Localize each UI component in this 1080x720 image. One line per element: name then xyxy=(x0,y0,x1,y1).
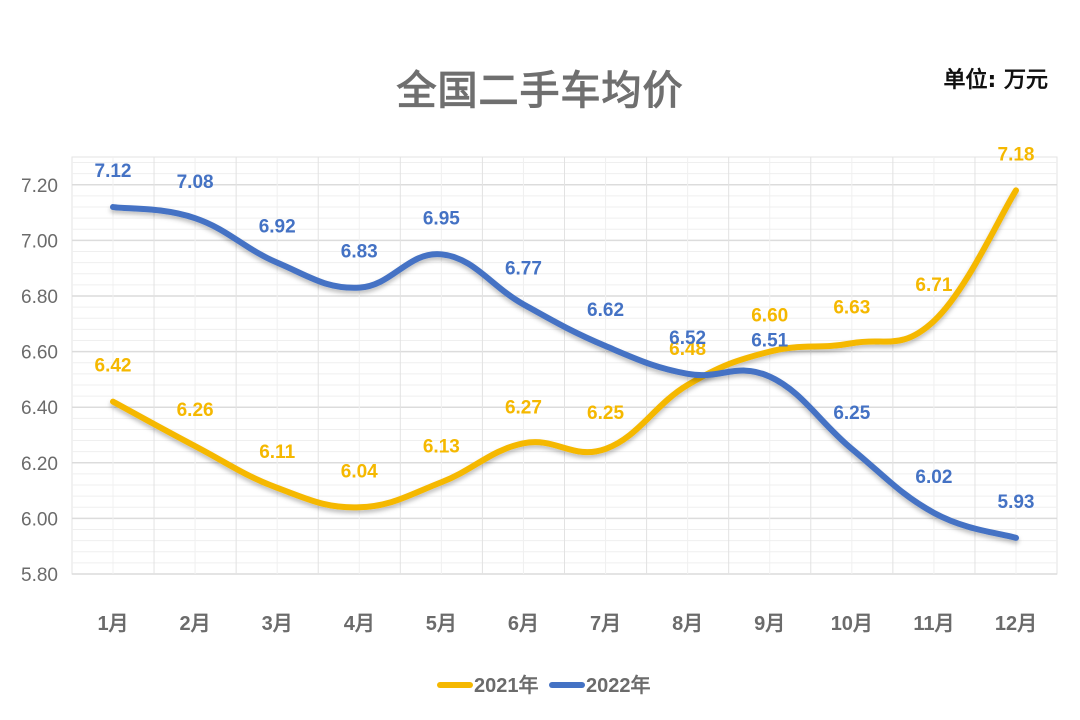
data-label: 6.63 xyxy=(833,297,870,318)
data-label: 6.83 xyxy=(341,242,378,263)
data-label: 6.62 xyxy=(587,300,624,321)
x-tick-label: 12月 xyxy=(995,613,1037,635)
y-tick-label: 6.40 xyxy=(21,398,58,419)
x-tick-label: 7月 xyxy=(590,613,621,635)
data-label: 7.18 xyxy=(998,144,1035,165)
y-tick-label: 6.00 xyxy=(21,509,58,530)
series-line-2021年 xyxy=(110,187,1019,511)
x-axis: 1月 2月 3月 4月 5月 6月 7月 8月 9月 10月 11月 12月 xyxy=(97,613,1037,635)
y-tick-label: 6.20 xyxy=(21,454,58,475)
y-tick-label: 5.80 xyxy=(21,565,58,586)
data-label: 6.71 xyxy=(915,275,952,296)
x-tick-label: 3月 xyxy=(262,613,293,635)
data-label: 6.11 xyxy=(259,442,295,463)
data-label: 6.42 xyxy=(95,356,132,377)
data-label: 5.93 xyxy=(998,492,1035,513)
x-tick-label: 8月 xyxy=(672,613,703,635)
series-lines xyxy=(110,187,1019,541)
data-label: 6.02 xyxy=(915,467,952,488)
x-tick-label: 6月 xyxy=(508,613,539,635)
y-tick-label: 7.20 xyxy=(21,176,58,197)
legend-label: 2022年 xyxy=(586,673,651,697)
chart-title: 全国二手车均价 xyxy=(396,68,684,114)
y-tick-label: 7.00 xyxy=(21,231,58,252)
x-tick-label: 2月 xyxy=(180,613,211,635)
x-tick-label: 4月 xyxy=(344,613,375,635)
series-line-2022年 xyxy=(110,204,1019,541)
data-label: 6.48 xyxy=(669,339,706,360)
data-label: 6.25 xyxy=(833,403,870,424)
y-tick-label: 6.60 xyxy=(21,343,58,364)
y-tick-label: 6.80 xyxy=(21,287,58,308)
x-tick-label: 9月 xyxy=(754,613,785,635)
legend: 2021年 2022年 xyxy=(437,673,651,697)
x-tick-label: 5月 xyxy=(426,613,457,635)
data-label: 6.95 xyxy=(423,208,460,229)
data-label: 6.26 xyxy=(177,400,214,421)
data-label: 6.52 xyxy=(669,328,706,349)
y-axis: 5.80 6.00 6.20 6.40 6.60 6.80 7.00 7.20 xyxy=(21,176,58,586)
data-label: 6.25 xyxy=(587,403,624,424)
data-labels: 6.42 6.26 6.11 6.04 6.13 6.27 6.25 6.48 6.60 6.63… xyxy=(95,144,1035,513)
data-label: 7.12 xyxy=(95,161,132,182)
data-label: 6.04 xyxy=(341,461,378,482)
grid xyxy=(71,156,1058,575)
legend-label: 2021年 xyxy=(474,673,539,697)
data-label: 6.51 xyxy=(751,331,788,352)
data-label: 6.77 xyxy=(505,258,542,279)
data-label: 6.92 xyxy=(259,217,296,238)
unit-label: 单位: 万元 xyxy=(943,68,1048,93)
data-label: 7.08 xyxy=(177,172,214,193)
x-tick-label: 1月 xyxy=(97,613,128,635)
x-tick-label: 11月 xyxy=(913,613,954,635)
data-label: 6.27 xyxy=(505,397,542,418)
data-label: 6.60 xyxy=(751,306,788,327)
data-label: 6.13 xyxy=(423,436,460,457)
x-tick-label: 10月 xyxy=(831,613,873,635)
